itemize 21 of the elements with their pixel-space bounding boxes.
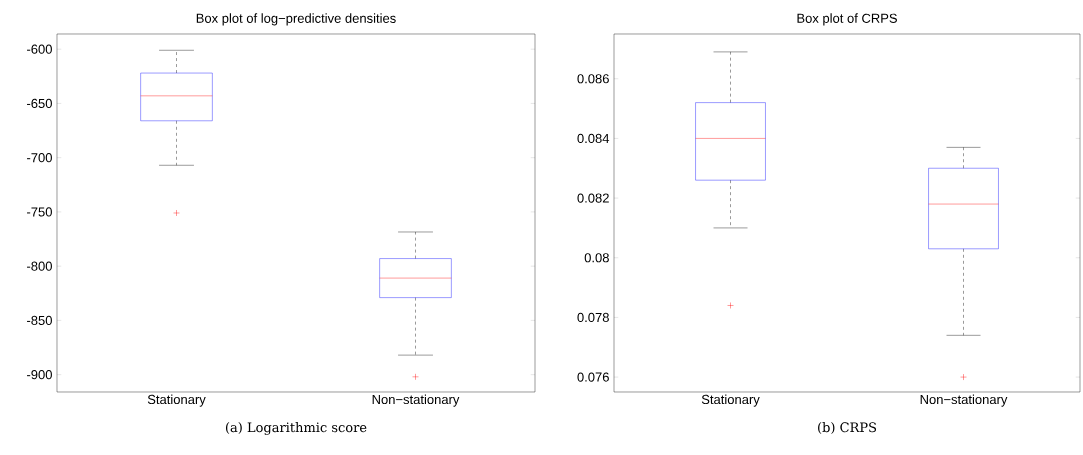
y-tick-label: 0.086 bbox=[577, 74, 609, 84]
chart-title: Box plot of CRPS bbox=[797, 13, 897, 26]
text: (a) Logarithmic score bbox=[225, 422, 367, 435]
text: (b) CRPS bbox=[818, 422, 877, 435]
y-tick-label: 0.082 bbox=[577, 193, 609, 203]
y-tick-label: -850 bbox=[27, 315, 52, 325]
y-tick-label: 0.08 bbox=[584, 253, 609, 263]
y-tick-label: 0.084 bbox=[577, 133, 610, 144]
y-tick-label: -750 bbox=[27, 207, 52, 217]
x-tick-label: Non−stationary bbox=[372, 394, 460, 407]
y-tick-label: 0.076 bbox=[577, 372, 609, 382]
y-tick-label: -800 bbox=[27, 261, 52, 271]
chart-title: Box plot of log−predictive densities bbox=[196, 13, 396, 26]
y-tick-label: 0.078 bbox=[577, 312, 609, 323]
x-tick-label: Non−stationary bbox=[920, 394, 1008, 407]
y-tick-label: -900 bbox=[27, 370, 52, 380]
x-tick-label: Stationary bbox=[147, 394, 206, 407]
y-tick-label: -650 bbox=[27, 98, 52, 109]
y-tick-label: -700 bbox=[27, 153, 52, 163]
y-tick-label: -600 bbox=[27, 44, 52, 54]
x-tick-label: Stationary bbox=[701, 394, 760, 407]
